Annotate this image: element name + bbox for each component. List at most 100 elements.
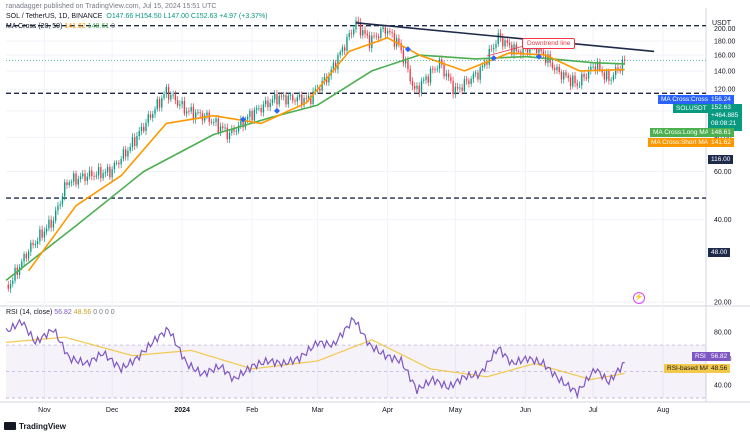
level-48-badge: 48.00 — [708, 248, 731, 257]
candle-body — [393, 33, 396, 47]
candle-body — [185, 111, 188, 114]
candle-body — [204, 115, 206, 121]
candle-body — [610, 79, 612, 81]
candle-body — [371, 35, 373, 49]
rsi-legend-label: RSI (14, close) — [6, 309, 53, 316]
candle-body — [102, 173, 104, 179]
candle-body — [563, 72, 565, 80]
candle-body — [578, 85, 581, 87]
price-tick-label: 140.00 — [714, 68, 736, 75]
level-116-badge: 116.00 — [708, 155, 734, 164]
candle-body — [240, 118, 242, 126]
candle-body — [529, 47, 531, 53]
candle-body — [432, 68, 434, 70]
candle-body — [402, 50, 405, 64]
candle-body — [368, 35, 371, 49]
rsi-tick-label: 80.00 — [714, 329, 732, 336]
candle-body — [296, 97, 298, 102]
candle-body — [344, 47, 346, 51]
candle-body — [190, 107, 192, 112]
candle-body — [215, 118, 217, 122]
candle-body — [226, 127, 228, 140]
candle-body — [106, 167, 109, 173]
candle-body — [346, 37, 348, 51]
alert-icon[interactable]: ⚡ — [633, 292, 645, 304]
candle-body — [493, 47, 495, 50]
price-tick-label: 60.00 — [714, 169, 732, 176]
candle-body — [64, 182, 66, 197]
candle-body — [249, 110, 251, 117]
rsi-legend[interactable]: RSI (14, close) 56.82 48.56 0 0 0 0 — [6, 308, 115, 317]
candle-body — [603, 72, 606, 80]
candle-body — [617, 67, 619, 70]
time-tick-label: Mar — [312, 407, 325, 414]
rsi-ma-value-badge: 48.56 — [708, 364, 731, 373]
candle-body — [398, 38, 400, 44]
candle-body — [605, 70, 608, 80]
candle-body — [357, 20, 359, 23]
candle-body — [454, 86, 457, 95]
candle-body — [312, 91, 314, 105]
candle-body — [197, 112, 199, 114]
candle-body — [113, 162, 116, 170]
candle-body — [122, 149, 125, 159]
candle-body — [305, 98, 307, 100]
ma-cross-zero: 0 — [111, 23, 116, 30]
candle-body — [355, 20, 357, 30]
rsi-line — [5, 316, 625, 399]
candle-body — [567, 75, 569, 78]
candle-body — [377, 36, 380, 38]
time-tick-label: Jul — [589, 407, 598, 414]
candle-body — [461, 87, 463, 91]
candle-body — [192, 107, 195, 120]
time-tick-label: Jun — [520, 407, 531, 414]
candle-body — [134, 137, 136, 146]
candle-body — [624, 59, 626, 61]
candle-body — [319, 88, 321, 91]
candle-body — [181, 100, 183, 105]
ma-cross-legend[interactable]: MA Cross (20, 50) 141.62 148.61 0 — [6, 22, 115, 31]
symbol-line: SOL / TetherUS, 1D, BINANCE O147.66 H154… — [6, 12, 268, 21]
candle-body — [420, 80, 423, 93]
candle-body — [283, 95, 285, 97]
time-tick-label: Aug — [657, 407, 670, 414]
candle-body — [314, 89, 317, 92]
candle-body — [481, 65, 484, 68]
candle-body — [303, 98, 305, 106]
candle-body — [188, 111, 190, 113]
candle-body — [167, 87, 170, 100]
candle-body — [294, 100, 296, 102]
candle-body — [170, 94, 172, 100]
candle-body — [210, 121, 213, 123]
candle-body — [289, 95, 292, 97]
candle-body — [423, 79, 425, 81]
candle-body — [228, 132, 231, 140]
candle-body — [587, 70, 590, 79]
candle-body — [131, 137, 134, 148]
time-tick-label: May — [449, 407, 463, 414]
candle-body — [147, 114, 149, 123]
candle-body — [55, 210, 57, 221]
candle-body — [359, 22, 362, 36]
time-tick-label: Feb — [246, 407, 258, 414]
time-tick-label: Nov — [38, 407, 51, 414]
candle-body — [468, 80, 470, 84]
candle-body — [323, 77, 326, 81]
candle-body — [7, 284, 9, 289]
downtrend-annotation[interactable]: Downtrend line — [522, 38, 576, 49]
candle-body — [287, 95, 289, 105]
candle-body — [246, 116, 249, 120]
candle-body — [384, 27, 387, 34]
candle-body — [9, 283, 12, 289]
candle-body — [438, 59, 441, 69]
candle-body — [551, 62, 554, 68]
candle-body — [416, 85, 418, 89]
candle-body — [120, 158, 122, 165]
candle-body — [411, 81, 414, 86]
candle-body — [179, 104, 181, 106]
candle-body — [445, 73, 447, 77]
candle-body — [66, 182, 68, 185]
ma-cross-marker — [273, 107, 280, 114]
candle-body — [409, 69, 411, 82]
candle-body — [556, 66, 558, 70]
